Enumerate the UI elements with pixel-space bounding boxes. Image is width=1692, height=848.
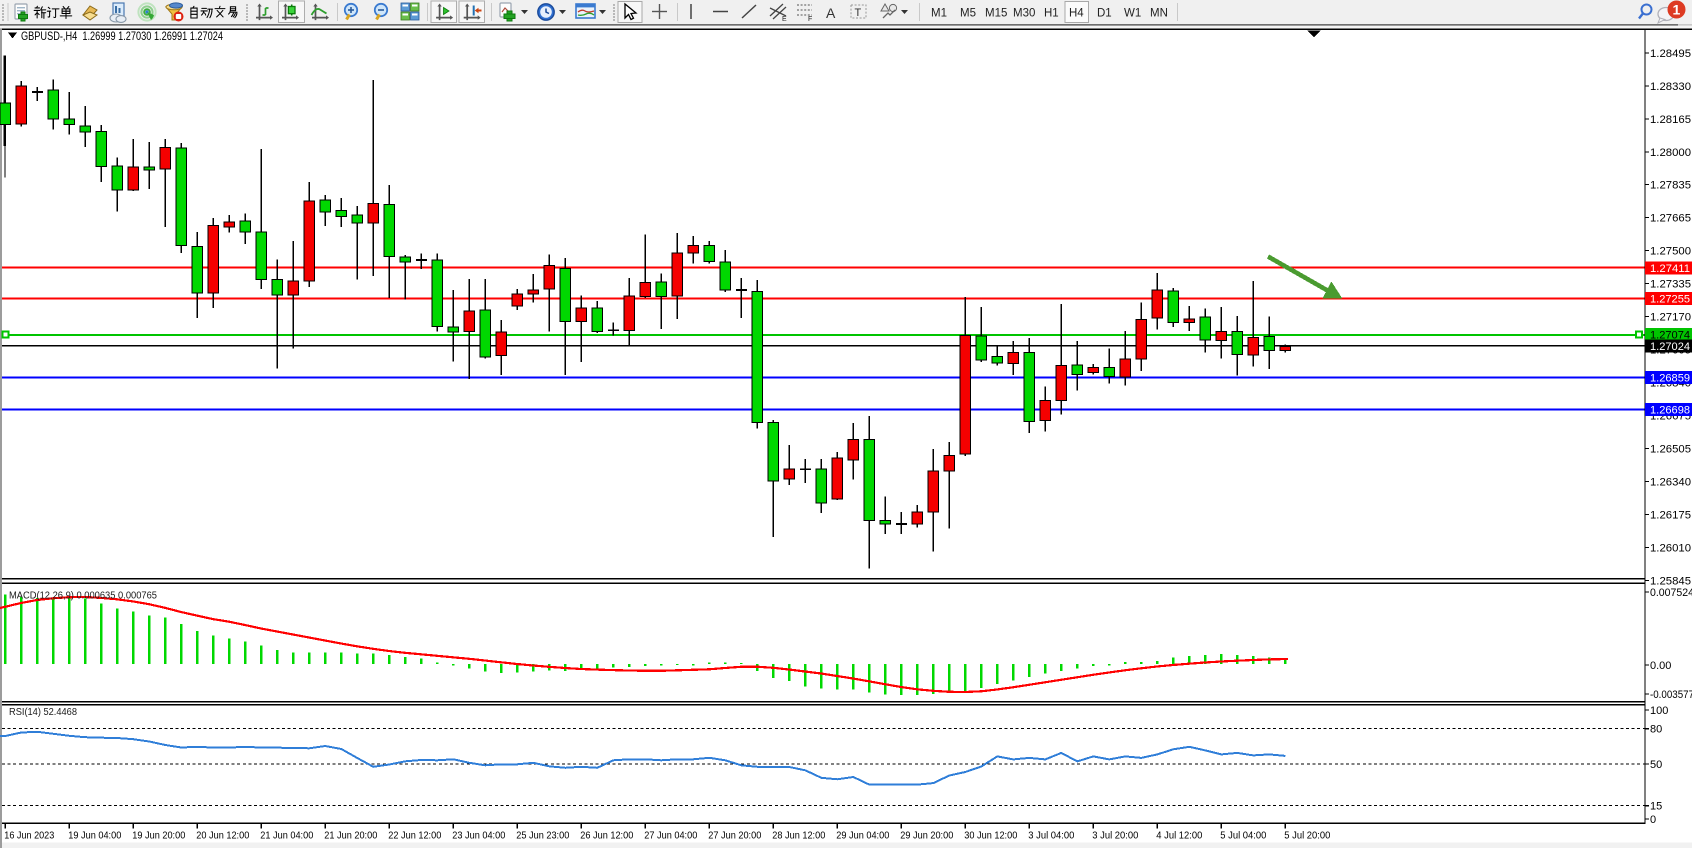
svg-text:29 Jun 20:00: 29 Jun 20:00	[900, 829, 953, 841]
svg-text:1.28165: 1.28165	[1650, 114, 1691, 126]
svg-text:RSI(14) 52.4468: RSI(14) 52.4468	[9, 707, 77, 718]
svg-text:GBPUSD-,H4 1.26999 1.27030 1.: GBPUSD-,H4 1.26999 1.27030 1.26991 1.270…	[21, 29, 223, 43]
svg-text:1.26175: 1.26175	[1650, 510, 1691, 522]
svg-text:M30: M30	[1013, 8, 1035, 20]
svg-text:1.26010: 1.26010	[1650, 543, 1691, 555]
svg-text:1.27024: 1.27024	[1650, 341, 1690, 353]
svg-text:1.28495: 1.28495	[1650, 48, 1691, 60]
svg-text:26 Jun 12:00: 26 Jun 12:00	[580, 829, 633, 841]
svg-text:1: 1	[1673, 2, 1681, 18]
svg-text:23 Jun 04:00: 23 Jun 04:00	[452, 829, 505, 841]
svg-text:H4: H4	[1069, 8, 1084, 20]
svg-text:M5: M5	[960, 8, 976, 20]
svg-text:1.28000: 1.28000	[1650, 147, 1691, 159]
svg-text:1.25845: 1.25845	[1650, 576, 1691, 588]
svg-text:1.27411: 1.27411	[1650, 263, 1690, 275]
svg-text:1.27170: 1.27170	[1650, 312, 1691, 324]
svg-text:1.27335: 1.27335	[1650, 279, 1691, 291]
svg-text:80: 80	[1650, 724, 1662, 736]
svg-text:1.26698: 1.26698	[1650, 405, 1690, 417]
svg-text:5 Jul 20:00: 5 Jul 20:00	[1284, 829, 1330, 841]
svg-text:20 Jun 12:00: 20 Jun 12:00	[196, 829, 249, 841]
svg-text:50: 50	[1650, 759, 1662, 771]
svg-text:16 Jun 2023: 16 Jun 2023	[4, 829, 54, 841]
svg-text:28 Jun 12:00: 28 Jun 12:00	[772, 829, 825, 841]
svg-text:0.007524: 0.007524	[1650, 587, 1692, 599]
svg-text:MN: MN	[1150, 8, 1168, 20]
svg-text:21 Jun 04:00: 21 Jun 04:00	[260, 829, 313, 841]
svg-text:1.27500: 1.27500	[1650, 246, 1691, 258]
svg-text:30 Jun 12:00: 30 Jun 12:00	[964, 829, 1017, 841]
svg-text:3 Jul 04:00: 3 Jul 04:00	[1028, 829, 1074, 841]
svg-text:W1: W1	[1124, 8, 1141, 20]
svg-text:1.26340: 1.26340	[1650, 477, 1691, 489]
svg-text:25 Jun 23:00: 25 Jun 23:00	[516, 829, 569, 841]
svg-text:M1: M1	[931, 8, 947, 20]
svg-text:19 Jun 04:00: 19 Jun 04:00	[68, 829, 121, 841]
svg-text:5 Jul 04:00: 5 Jul 04:00	[1220, 829, 1266, 841]
svg-text:0: 0	[1650, 814, 1656, 826]
svg-text:1.26505: 1.26505	[1650, 444, 1691, 456]
svg-text:T: T	[855, 7, 862, 19]
svg-text:21 Jun 20:00: 21 Jun 20:00	[324, 829, 377, 841]
svg-text:A: A	[826, 5, 836, 21]
svg-text:M15: M15	[985, 8, 1007, 20]
svg-text:MACD(12,26,9) 0.000635 0.00076: MACD(12,26,9) 0.000635 0.000765	[9, 591, 157, 602]
svg-text:4 Jul 12:00: 4 Jul 12:00	[1156, 829, 1202, 841]
svg-text:27 Jun 04:00: 27 Jun 04:00	[644, 829, 697, 841]
svg-text:1.26859: 1.26859	[1650, 373, 1690, 385]
svg-text:F: F	[808, 16, 812, 23]
svg-text:E: E	[782, 16, 787, 23]
svg-text:100: 100	[1650, 705, 1668, 717]
svg-text:1.27255: 1.27255	[1650, 294, 1690, 306]
svg-text:0.00: 0.00	[1650, 660, 1671, 672]
svg-text:1.27665: 1.27665	[1650, 213, 1691, 225]
svg-text:19 Jun 20:00: 19 Jun 20:00	[132, 829, 185, 841]
svg-text:H1: H1	[1044, 8, 1059, 20]
svg-text:15: 15	[1650, 801, 1662, 813]
svg-text:1.27074: 1.27074	[1650, 330, 1690, 342]
svg-text:3 Jul 20:00: 3 Jul 20:00	[1092, 829, 1138, 841]
svg-text:22 Jun 12:00: 22 Jun 12:00	[388, 829, 441, 841]
svg-text:27 Jun 20:00: 27 Jun 20:00	[708, 829, 761, 841]
svg-text:D1: D1	[1097, 8, 1112, 20]
svg-text:1.27835: 1.27835	[1650, 180, 1691, 192]
svg-text:-0.003577: -0.003577	[1650, 689, 1692, 701]
svg-text:29 Jun 04:00: 29 Jun 04:00	[836, 829, 889, 841]
svg-text:1.28330: 1.28330	[1650, 81, 1691, 93]
